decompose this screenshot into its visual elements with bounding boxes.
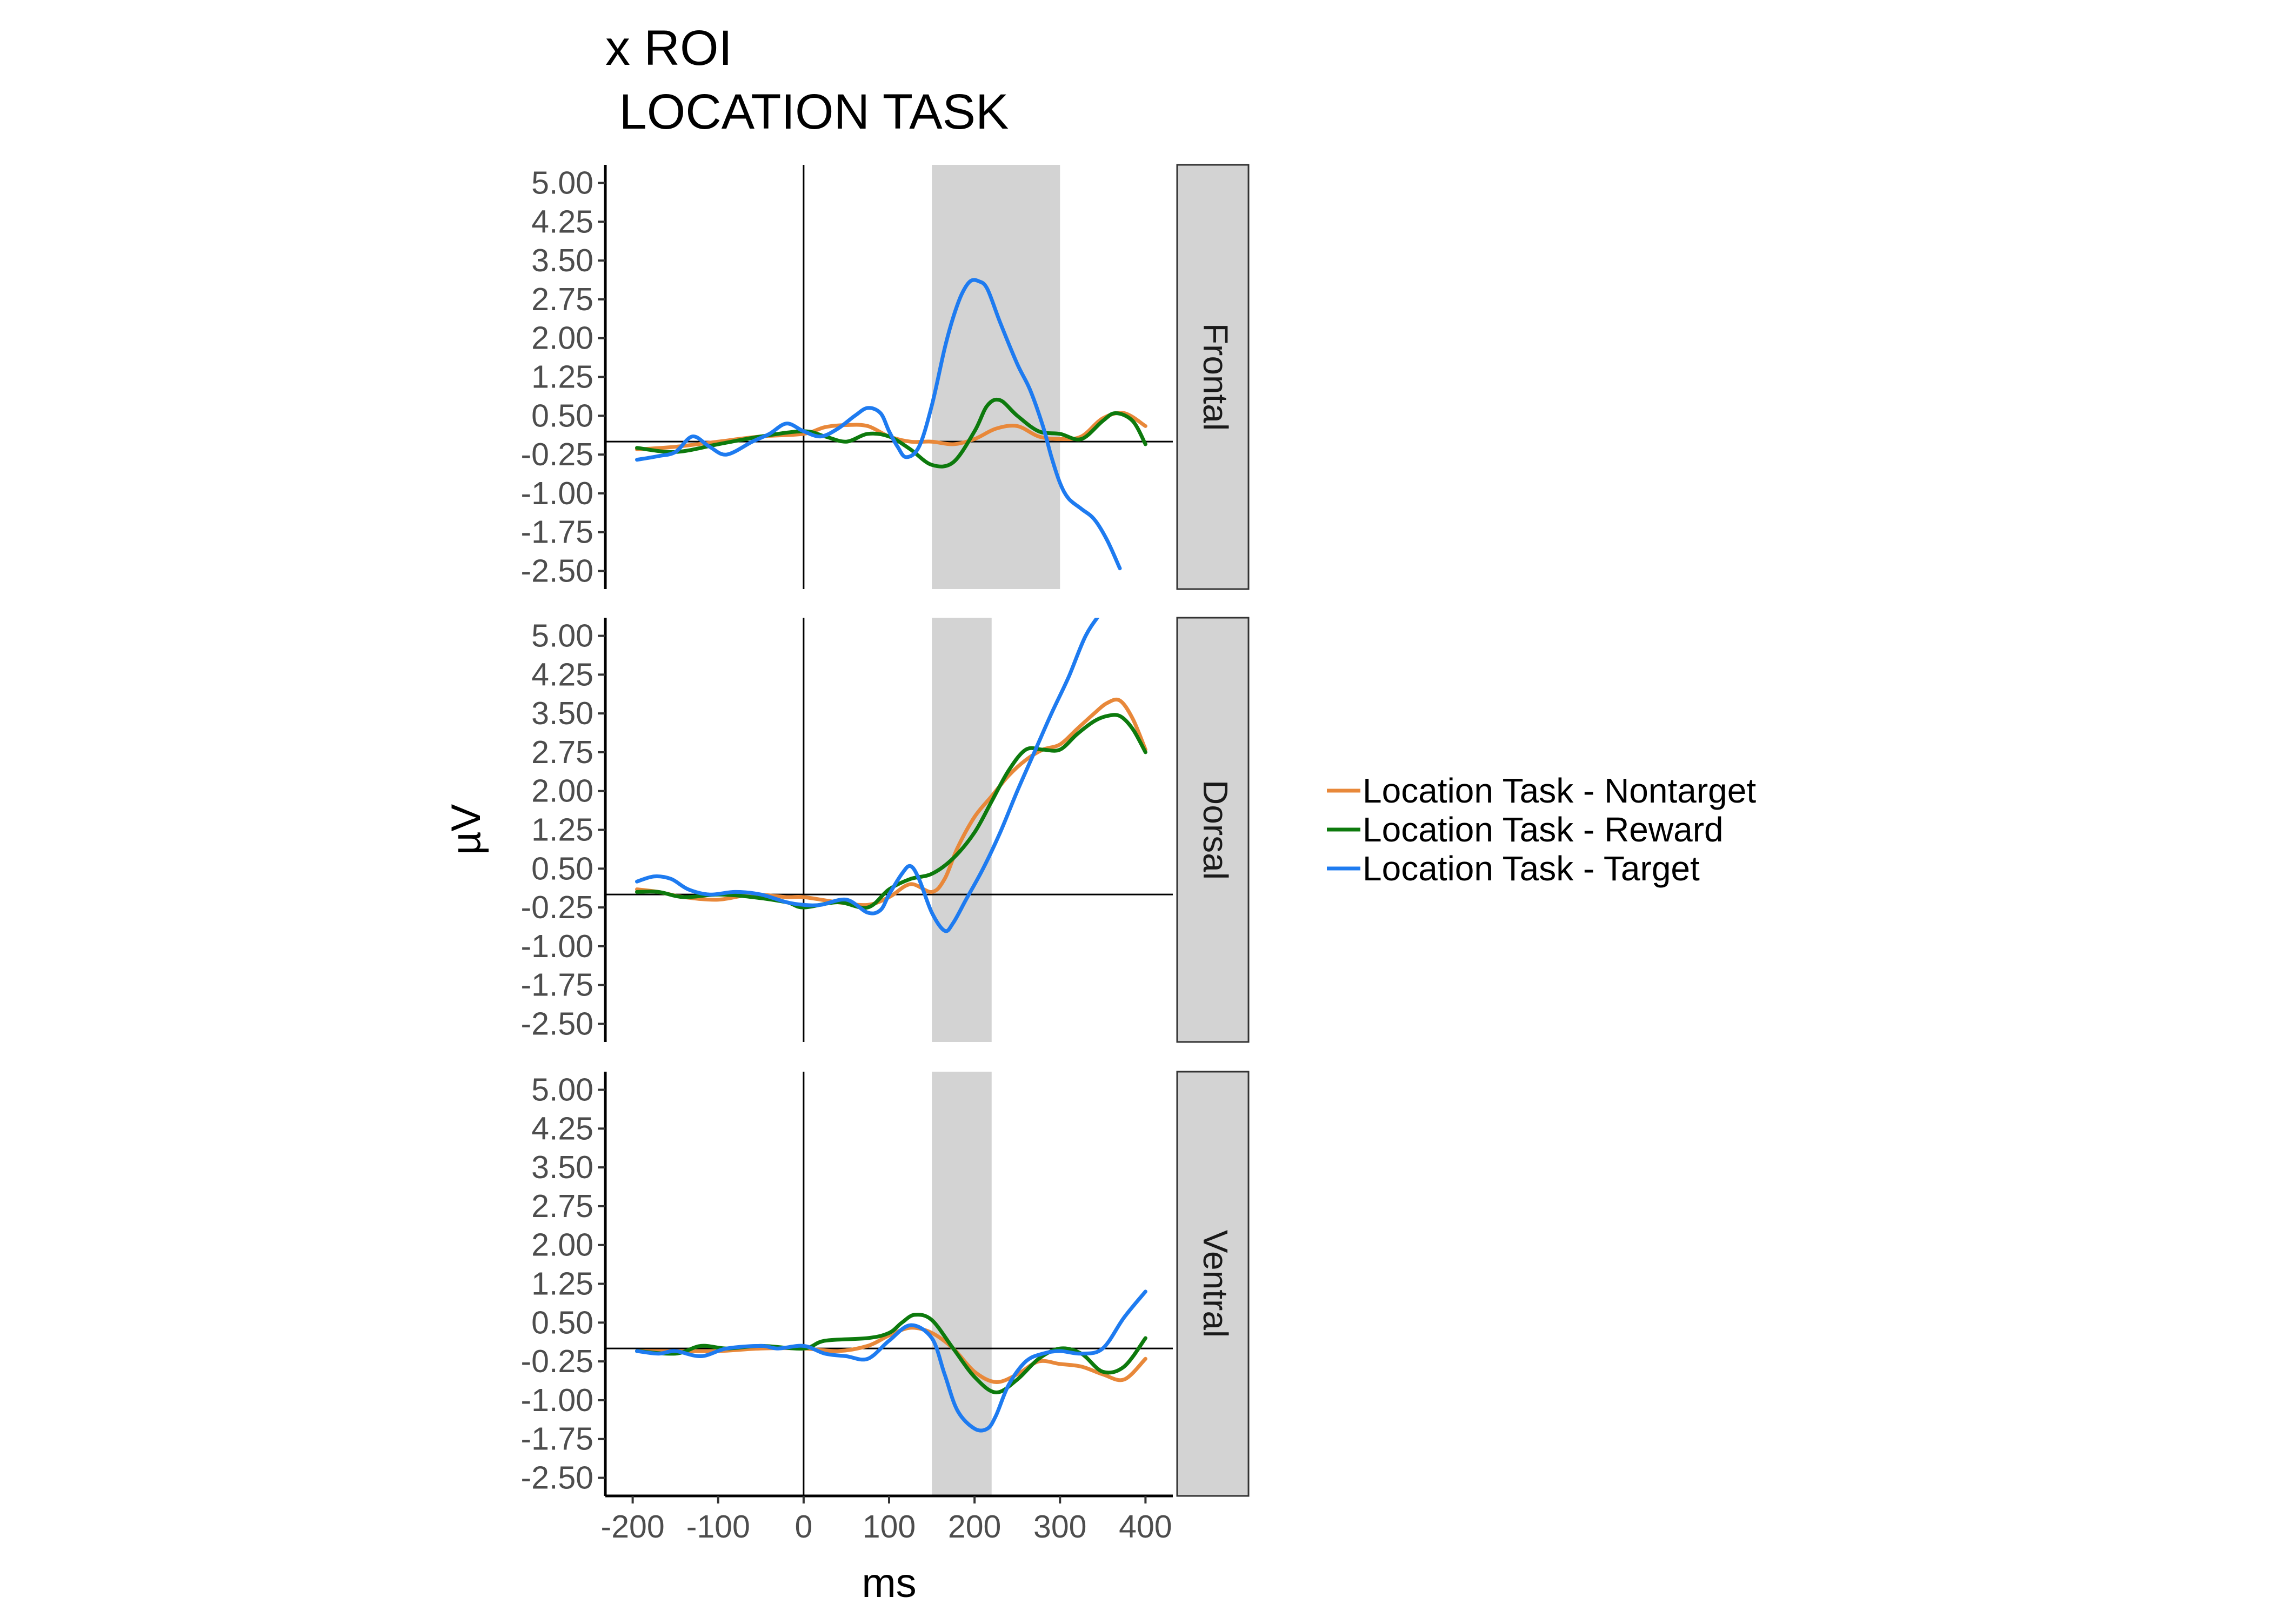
y-tick-label: 3.50 [531,243,593,278]
series-line-location-task-target [635,618,1100,933]
series-line-location-task-nontarget [635,1326,1147,1384]
series-lines [635,618,1147,933]
y-tick-label: 3.50 [531,696,593,731]
facet-strip-frontal: Frontal [1176,164,1250,590]
x-axis-title: ms [862,1560,916,1606]
series-lines [635,278,1147,571]
y-tick-label: 2.75 [531,734,593,770]
y-tick-label: 5.00 [531,618,593,654]
chart-title-line-1: x ROI [605,21,732,76]
facet-strip-background [1176,617,1250,1043]
shaded-window [932,1072,992,1496]
series-line-location-task-target [635,278,1122,571]
y-tick-label: 2.75 [531,1188,593,1224]
y-tick-label: -1.75 [521,1421,593,1457]
facet-strip-ventral: Ventral [1176,1071,1250,1497]
y-tick-label: 2.00 [531,1227,593,1263]
y-tick-label: 5.00 [531,165,593,201]
x-tick-label: 300 [1033,1509,1086,1545]
y-tick-label: -0.25 [521,890,593,925]
y-tick-label: 4.25 [531,204,593,239]
y-tick-label: 2.00 [531,320,593,356]
series-line-location-task-nontarget [635,697,1147,907]
y-tick-label: -0.25 [521,437,593,472]
y-tick-label: 1.25 [531,812,593,848]
y-tick-label: -2.50 [521,1460,593,1495]
y-tick-label: 0.50 [531,851,593,886]
legend-label: Location Task - Nontarget [1363,771,1756,810]
y-tick-label: -1.75 [521,514,593,550]
chart-title-line-2: LOCATION TASK [605,84,1009,139]
y-tick-label: -2.50 [521,553,593,589]
x-tick-label: -200 [601,1509,665,1545]
x-tick-label: 0 [794,1509,812,1545]
y-tick-label: 0.50 [531,1305,593,1340]
shaded-window [932,618,992,1042]
y-tick-label: 2.00 [531,773,593,809]
series-line-location-task-target [635,1289,1147,1433]
facet-strip-label: Ventral [1196,1230,1235,1338]
facet-panels: 5.004.253.502.752.001.250.50-0.25-1.00-1… [521,164,1250,1497]
panel-frontal: 5.004.25 3.50 2.752.001.250.50 -0.25 -1.00-1… [521,164,1250,590]
legend-label: Location Task - Target [1363,849,1700,888]
x-tick-label: 200 [948,1509,1001,1545]
facet-strip-background [1176,1071,1250,1497]
x-tick-label: 400 [1119,1509,1172,1545]
y-tick-label: -2.50 [521,1006,593,1041]
y-tick-label: 2.75 [531,282,593,317]
y-tick-label: 0.50 [531,398,593,433]
legend-item-location-task-reward: Location Task - Reward [1327,810,1724,849]
facet-strip-background [1176,164,1250,590]
series-line-location-task-reward [635,397,1147,469]
shaded-window [932,165,1060,589]
panel-ventral: 5.004.25 3.502.752.001.250.50 -0.25-1.00-1… [521,1071,1250,1497]
x-tick-label: 100 [863,1509,916,1545]
y-tick-label: 3.50 [531,1150,593,1185]
y-tick-label: -1.00 [521,476,593,511]
legend-item-location-task-nontarget: Location Task - Nontarget [1327,771,1756,810]
facet-strip-dorsal: Dorsal [1176,617,1250,1043]
x-tick-label: -100 [686,1509,750,1545]
y-tick-label: 1.25 [531,1266,593,1302]
y-tick-label: -1.00 [521,1382,593,1418]
y-tick-label: -0.25 [521,1344,593,1379]
panel-dorsal: 5.004.25 3.502.752.001.250.50 -0.25-1.00-1… [521,617,1250,1043]
facet-strip-label: Frontal [1196,323,1235,431]
series-line-location-task-reward [635,713,1147,910]
y-tick-label: 1.25 [531,359,593,395]
y-tick-label: 4.25 [531,1111,593,1146]
y-tick-label: -1.00 [521,928,593,964]
series-lines [635,1289,1147,1433]
y-axis-title: µV [443,804,489,855]
y-tick-label: 4.25 [531,657,593,692]
legend-item-location-task-target: Location Task - Target [1327,849,1700,888]
chart-title: x ROI LOCATION TASK [605,21,1009,139]
x-axis: -200 -100 0 100 200 300 400 [601,1494,1173,1545]
facet-strip-label: Dorsal [1196,780,1235,880]
legend-label: Location Task - Reward [1363,810,1724,849]
y-tick-label: -1.75 [521,967,593,1003]
y-tick-label: 5.00 [531,1072,593,1108]
